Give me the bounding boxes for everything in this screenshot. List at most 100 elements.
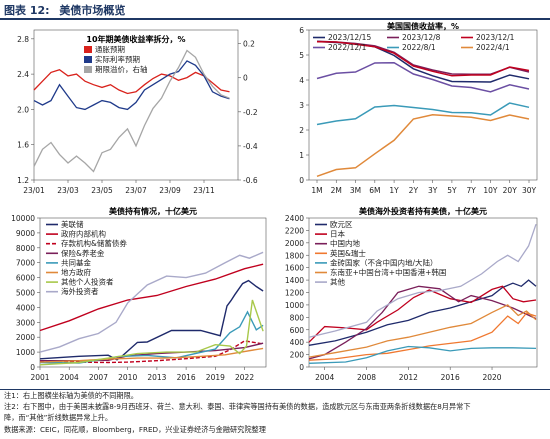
x-tick-label: 3M: [350, 186, 361, 195]
series-line: [33, 49, 230, 173]
y-tick-label: 2: [299, 126, 304, 135]
x-tick-label: 20Y: [503, 186, 518, 195]
footnote-2-continued: 降，而“其他”折线数据异常上升。: [4, 413, 113, 422]
y-tick-label: 1200: [285, 289, 304, 298]
y-tick-label: 1000: [285, 301, 304, 310]
legend-swatch: [84, 66, 92, 73]
x-tick-label: 5Y: [447, 186, 457, 195]
legend-swatch: [84, 46, 92, 53]
series-line: [308, 345, 537, 364]
legend-label: 中国内地: [330, 238, 360, 248]
x-tick-label: 23/03: [57, 186, 79, 195]
x-tick-label: 23/05: [91, 186, 113, 195]
x-tick-label: 2022: [235, 373, 254, 382]
y-tick-label: 200: [290, 351, 305, 360]
plot-area: [33, 29, 239, 181]
y-tick-label: 8000: [16, 244, 35, 253]
y-tick-label: 0: [30, 363, 35, 372]
legend-label: 保险&养老金: [61, 248, 105, 258]
legend-swatch: [84, 56, 92, 63]
y-left-tick-label: 2.4: [17, 70, 29, 79]
series-line: [39, 347, 264, 363]
legend-label: 2023/12/15: [328, 33, 371, 42]
series-line: [308, 285, 537, 360]
y-tick-label: 2200: [285, 226, 304, 235]
figure-label: 图表 12:: [4, 4, 50, 17]
series-line: [308, 279, 537, 346]
legend-label: 地方政府: [61, 267, 91, 277]
y-tick-label: 2400: [285, 214, 304, 223]
y-tick-label: 3: [299, 101, 304, 110]
chart-treasury-yield-curve: 0 1 2 3 4 5 6 1M 2M 3M 6M 1Y 2Y 3Y 5Y 7Y 10Y 20Y 30Y 美国国债收益…: [299, 21, 538, 195]
x-tick-label: 10Y: [483, 186, 498, 195]
x-tick-label: 2004: [60, 373, 79, 382]
figure-header: 图表 12: 美债市场概览: [0, 0, 550, 20]
y-left-tick-label: 2.8: [17, 35, 29, 44]
legend-label: 2022/12/1: [328, 43, 367, 52]
series-line: [308, 285, 537, 343]
y-tick-label: 6000: [16, 274, 35, 283]
series-line: [33, 68, 230, 95]
y-right-tick-label: -0.2: [243, 108, 258, 117]
series-line: [308, 223, 537, 338]
legend-label: 东南亚+中国台湾+中国香港+韩国: [330, 267, 446, 277]
series-line: [39, 263, 264, 332]
figure-name: 美债市场概览: [59, 4, 126, 17]
chart-treasury-holdings: 0 1000 2000 3000 4000 5000 6000 7000 8000 9000 100…: [11, 206, 267, 382]
legend-label: 存款机构&储蓄债券: [61, 238, 127, 248]
x-tick-label: 7Y: [467, 186, 477, 195]
x-tick-label: 2019: [206, 373, 225, 382]
x-tick-label: 30Y: [522, 186, 537, 195]
legend-label: 2023/12/8: [402, 33, 441, 42]
legend-label: 政府内部机构: [61, 229, 106, 239]
y-tick-label: 400: [290, 338, 305, 347]
chart-title: 10年期美债收益率拆分，%: [86, 34, 185, 44]
legend-label: 海外投资者: [61, 286, 99, 296]
chart-yield-decomposition: 1.2 1.6 2.0 2.4 2.8 -0.6 -0.4 -0.2 0 0.2 23/01 23/0…: [17, 29, 258, 195]
chart-title: 美债海外投资者持有美债，十亿美元: [359, 206, 487, 216]
legend-label: 2022/4/1: [476, 43, 510, 52]
y-right-tick-label: 0: [243, 74, 248, 83]
source-note: 数据来源：CEIC，同花顺，Bloomberg，FRED，兴业证券经济与金融研究…: [4, 425, 266, 434]
header-rule: [0, 18, 550, 20]
x-tick-label: 2013: [147, 373, 166, 382]
y-tick-label: 5: [299, 51, 304, 60]
legend-label: 英国&瑞士: [330, 248, 366, 258]
legend-label: 其他个人投资者: [61, 277, 114, 287]
chart-foreign-holders: 0 200 400 600 800 1000 1200 1400 1600 1800 2000 220…: [285, 206, 538, 382]
x-tick-label: 6M: [369, 186, 380, 195]
x-tick-label: 2008: [357, 373, 376, 382]
legend-label: 实际利率预期: [95, 54, 140, 64]
x-tick-label: 2020: [482, 373, 501, 382]
y-tick-label: 5000: [16, 289, 35, 298]
y-tick-label: 600: [290, 326, 305, 335]
x-tick-label: 2010: [118, 373, 137, 382]
chart-title: 美债持有情况，十亿美元: [109, 206, 197, 216]
footer-rule: [0, 389, 550, 390]
legend-label: 日本: [330, 229, 345, 239]
x-tick-label: 23/09: [159, 186, 181, 195]
chart-title: 美国国债收益率，%: [387, 21, 459, 31]
y-tick-label: 1000: [16, 348, 35, 357]
y-tick-label: 10000: [11, 214, 35, 223]
footnote-2: 注2：右下图中，由于美国未披露8-9月西班牙、荷兰、意大利、泰国、菲律宾等国持有…: [4, 402, 471, 411]
series-line: [316, 61, 530, 93]
legend-label: 美联储: [61, 219, 84, 229]
series-line: [33, 60, 230, 111]
series-line: [316, 114, 530, 178]
x-tick-label: 2004: [315, 373, 334, 382]
series-line: [39, 299, 264, 366]
x-tick-label: 2001: [30, 373, 49, 382]
plot-area: [308, 29, 538, 181]
legend-label: 共同基金: [61, 257, 91, 267]
y-left-tick-label: 1.2: [17, 176, 29, 185]
x-tick-label: 2012: [399, 373, 418, 382]
y-tick-label: 6: [299, 26, 304, 35]
y-tick-label: 1: [299, 151, 304, 160]
y-tick-label: 0: [299, 363, 304, 372]
y-tick-label: 3000: [16, 318, 35, 327]
legend-label: 其他: [330, 277, 345, 287]
x-tick-label: 2016: [441, 373, 460, 382]
y-right-tick-label: 0.2: [243, 40, 255, 49]
